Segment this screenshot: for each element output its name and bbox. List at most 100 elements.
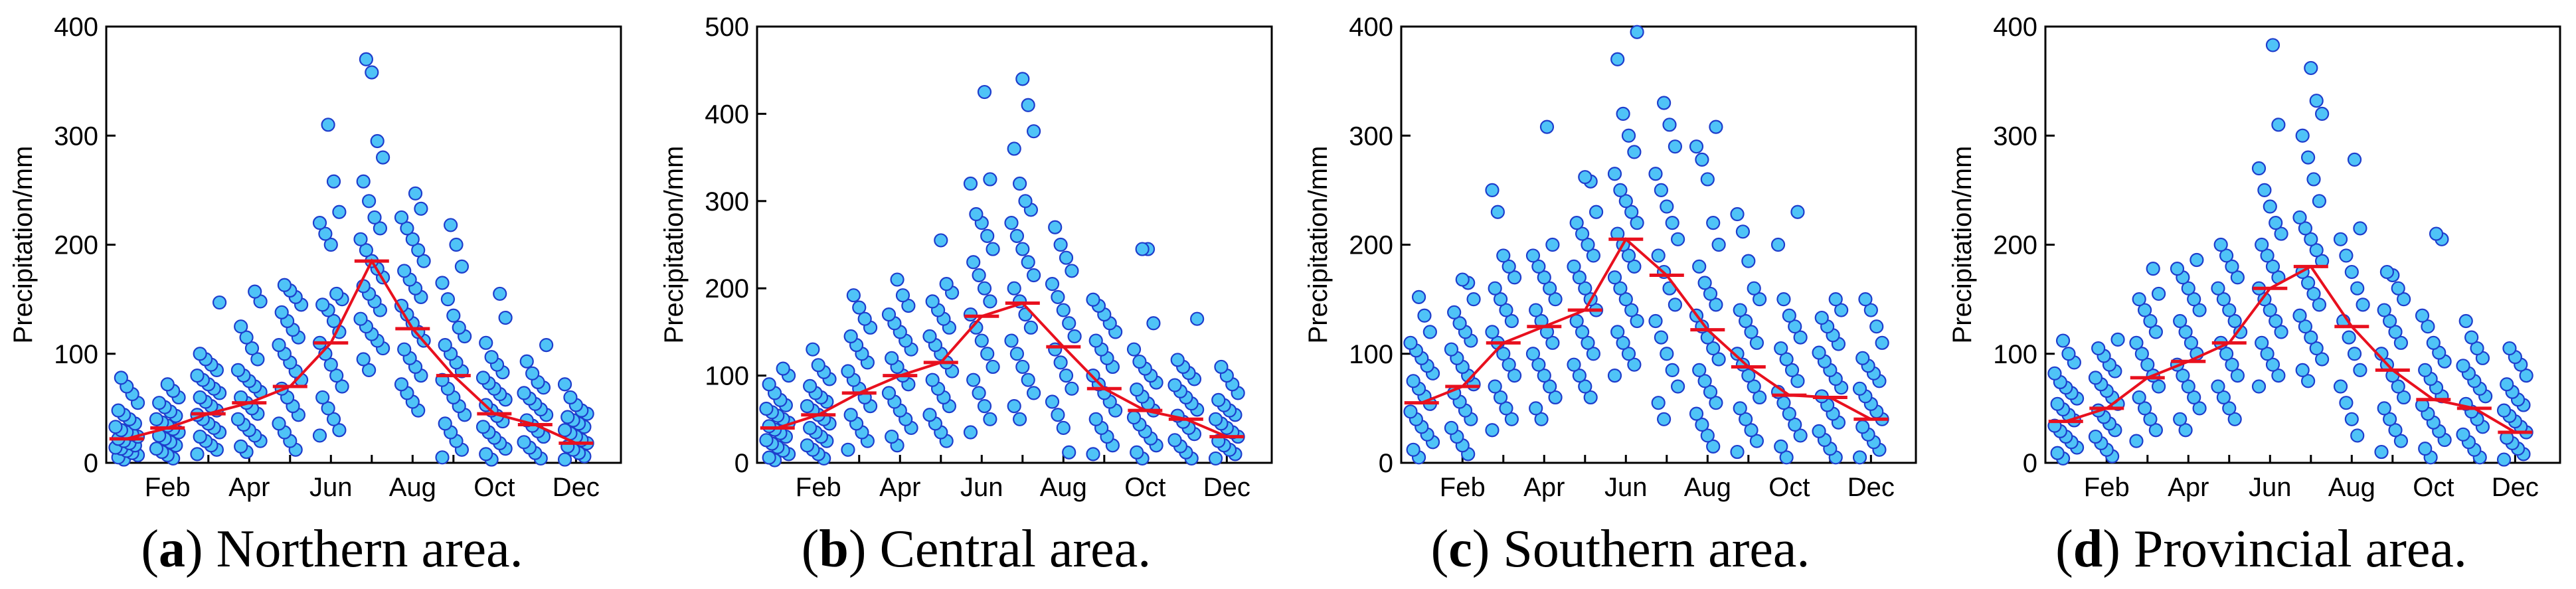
data-point: [1027, 386, 1041, 400]
data-point: [2260, 248, 2275, 263]
data-point: [1447, 305, 1462, 319]
data-point: [972, 386, 986, 400]
data-point: [2178, 325, 2193, 339]
data-point: [2333, 232, 2348, 246]
data-point: [1502, 259, 1516, 274]
data-point: [846, 288, 861, 303]
data-point: [1009, 347, 1025, 361]
data-point: [1624, 303, 1639, 317]
data-point: [1753, 292, 1767, 307]
data-point: [1545, 237, 1560, 252]
data-point: [212, 295, 227, 310]
y-tick-label: 100: [1993, 340, 2037, 369]
x-tick-label: Feb: [2084, 473, 2130, 502]
data-point: [312, 428, 327, 443]
data-point: [2088, 429, 2103, 444]
data-point: [2216, 292, 2231, 307]
data-point: [2306, 172, 2321, 187]
data-point: [2391, 281, 2405, 295]
caption-label: d: [2073, 520, 2103, 578]
data-point: [1548, 390, 1563, 405]
data-point: [963, 307, 978, 322]
data-point: [1613, 183, 1628, 197]
data-point: [329, 368, 344, 383]
data-point: [2519, 368, 2533, 383]
data-point: [326, 174, 341, 189]
data-point: [2292, 308, 2307, 323]
x-tick-label: Apr: [1523, 473, 1565, 502]
data-point: [1007, 141, 1021, 156]
data-point: [149, 442, 164, 456]
data-point: [1086, 447, 1100, 462]
data-point: [2137, 401, 2152, 416]
data-point: [1062, 445, 1076, 460]
data-point: [2091, 341, 2106, 356]
data-point: [1488, 281, 1502, 295]
data-point: [2148, 325, 2163, 339]
data-point: [1132, 354, 1147, 369]
data-point: [2265, 357, 2280, 372]
data-point: [272, 338, 286, 353]
data-point: [843, 329, 858, 344]
data-point: [1023, 320, 1039, 335]
data-point: [1621, 248, 1636, 263]
data-point: [1499, 303, 1513, 317]
data-point: [234, 319, 248, 334]
data-point: [1695, 152, 1709, 167]
x-tick-label: Feb: [1440, 473, 1486, 502]
data-point: [2374, 444, 2389, 460]
data-point: [2344, 264, 2359, 280]
data-point: [980, 347, 995, 361]
data-point: [803, 420, 817, 436]
data-point: [1534, 412, 1549, 426]
data-point: [1146, 316, 1161, 331]
data-point: [2418, 442, 2433, 456]
caption-text: Provincial area.: [2120, 520, 2467, 578]
x-tick-label: Dec: [1203, 473, 1250, 502]
caption-text: Southern area.: [1490, 520, 1810, 578]
x-tick-label: Dec: [2492, 473, 2539, 502]
data-point: [2129, 434, 2144, 448]
data-point: [1648, 167, 1663, 181]
x-tick-label: Jun: [960, 473, 1003, 502]
data-point: [2088, 371, 2103, 385]
y-tick-label: 100: [54, 340, 98, 369]
data-point: [925, 294, 940, 309]
data-point: [1015, 72, 1030, 86]
data-point: [2173, 412, 2188, 426]
data-point: [1695, 417, 1709, 432]
data-point: [365, 65, 379, 80]
data-point: [1499, 401, 1513, 416]
data-point: [2143, 412, 2158, 426]
data-point: [2304, 330, 2318, 345]
data-point: [1733, 303, 1747, 317]
data-point: [1776, 292, 1791, 307]
data-point: [2470, 341, 2484, 356]
data-point: [1618, 194, 1633, 209]
data-point: [353, 232, 368, 246]
data-point: [1657, 412, 1672, 426]
data-point: [852, 300, 867, 315]
y-tick-label: 500: [705, 13, 749, 42]
data-point: [1015, 242, 1030, 256]
data-point: [356, 174, 371, 189]
data-point: [2292, 210, 2307, 225]
data-point: [2255, 237, 2269, 252]
y-tick-label: 300: [54, 122, 98, 151]
data-point: [1770, 237, 1786, 252]
data-point: [444, 218, 458, 232]
data-point: [1621, 128, 1636, 143]
data-point: [438, 416, 452, 431]
data-point: [1406, 374, 1420, 388]
data-point: [475, 420, 491, 434]
data-point: [557, 377, 572, 392]
x-tick-label: Feb: [796, 473, 841, 502]
mean-line: [126, 258, 577, 445]
data-point: [2339, 248, 2354, 263]
y-tick-label: 100: [705, 362, 749, 391]
y-axis-label: Precipitation/mm: [1948, 146, 1977, 344]
data-point: [230, 412, 246, 426]
x-tick-label: Dec: [553, 473, 600, 502]
data-point: [230, 363, 246, 377]
data-point: [2176, 368, 2190, 383]
